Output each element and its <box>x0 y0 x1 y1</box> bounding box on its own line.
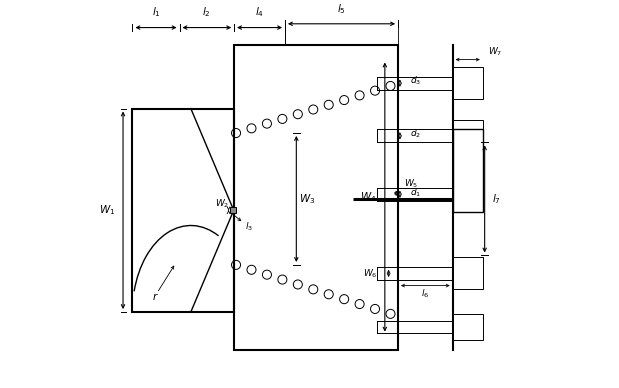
Text: $W_2$: $W_2$ <box>215 197 229 210</box>
Text: $l_1$: $l_1$ <box>152 5 160 19</box>
Text: $l_7$: $l_7$ <box>492 192 501 206</box>
Text: $l_3$: $l_3$ <box>245 221 253 233</box>
Bar <box>452 314 483 340</box>
Text: $d_3$: $d_3$ <box>410 75 422 87</box>
Text: $W_1$: $W_1$ <box>98 203 115 217</box>
Text: $l_6$: $l_6$ <box>421 288 430 300</box>
Bar <box>452 67 483 99</box>
Text: $d_2$: $d_2$ <box>410 128 422 140</box>
Text: $l_4$: $l_4$ <box>255 5 264 19</box>
Text: $W_6$: $W_6$ <box>363 267 378 280</box>
Text: $d_1$: $d_1$ <box>410 186 422 199</box>
Text: $r$: $r$ <box>152 291 158 302</box>
Text: $l_2$: $l_2$ <box>202 5 211 19</box>
Bar <box>132 109 234 312</box>
Text: $W_4$: $W_4$ <box>360 190 376 204</box>
Bar <box>230 207 236 213</box>
Text: $W_5$: $W_5$ <box>404 178 418 190</box>
Bar <box>234 45 398 350</box>
Bar <box>452 129 483 212</box>
Bar <box>452 257 483 289</box>
Text: $l_5$: $l_5$ <box>337 2 346 16</box>
Bar <box>452 120 483 152</box>
Text: $W_7$: $W_7$ <box>488 46 503 58</box>
Text: $W_3$: $W_3$ <box>299 192 315 206</box>
